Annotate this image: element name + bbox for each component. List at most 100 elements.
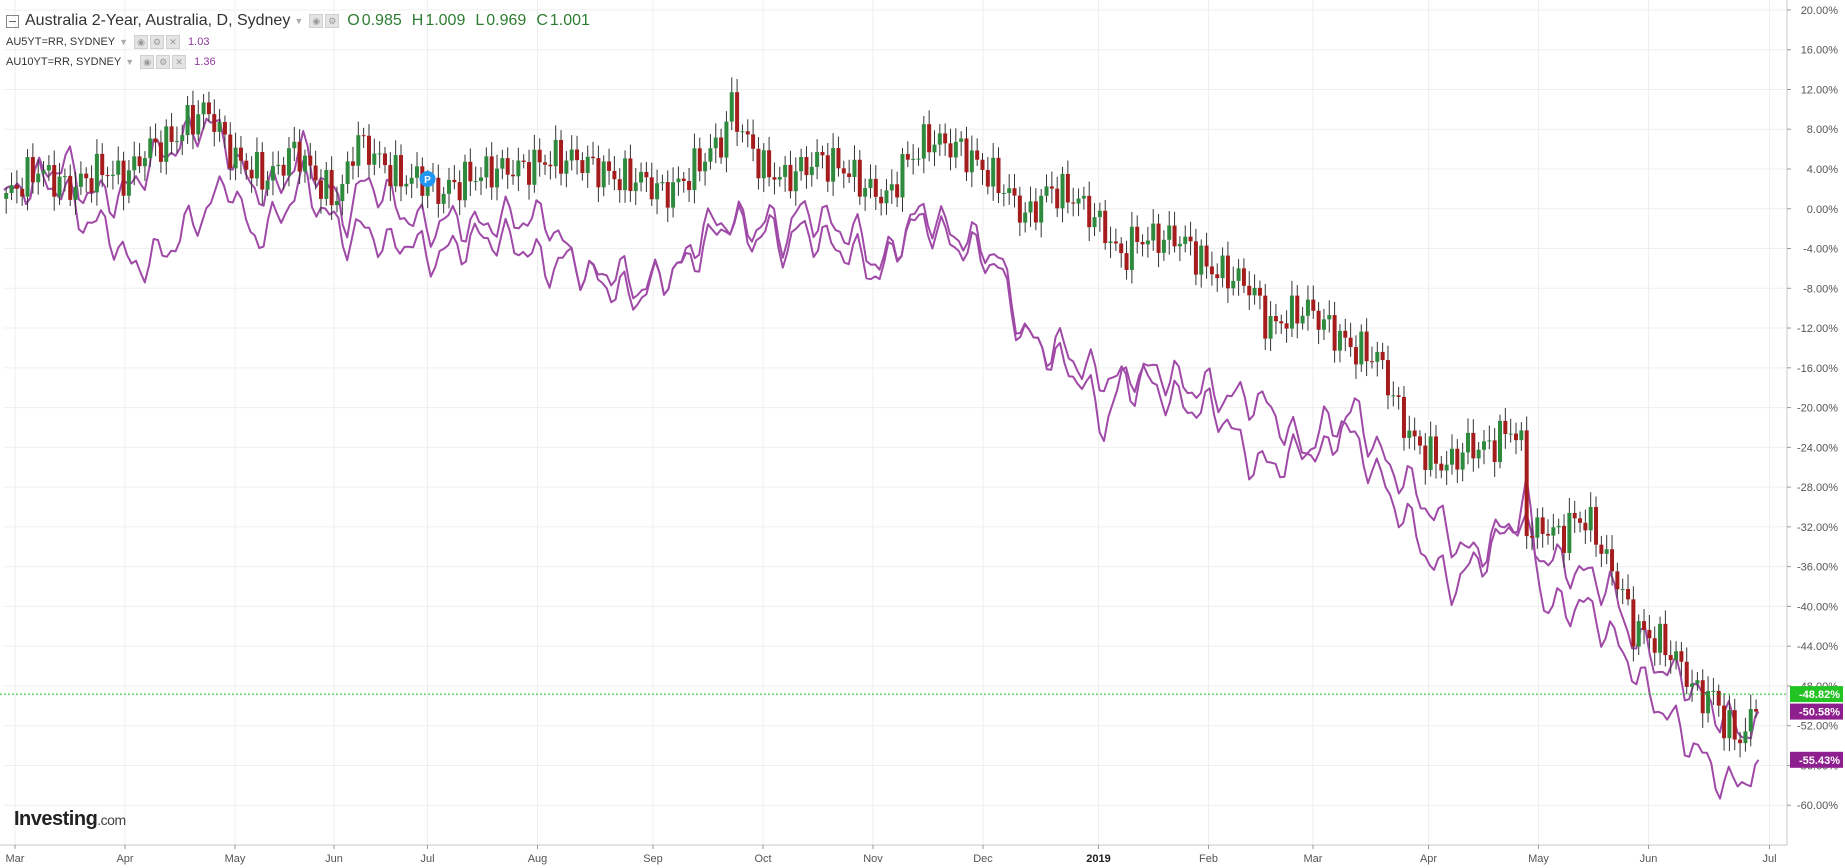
gear-icon[interactable]: ⚙: [156, 55, 171, 69]
candle-down: [1417, 436, 1422, 446]
candle-down: [153, 138, 158, 143]
candle-up: [852, 159, 857, 178]
candle-up: [639, 171, 644, 183]
candle-down: [1700, 680, 1705, 714]
candle-down: [1583, 522, 1588, 531]
candle-up: [1044, 186, 1049, 196]
candle-down: [895, 184, 900, 198]
candle-down: [1401, 396, 1406, 438]
candle-up: [1108, 241, 1113, 244]
chevron-down-icon[interactable]: ▼: [294, 16, 304, 26]
candle-up: [1481, 441, 1486, 450]
candle-up: [473, 181, 478, 183]
candle-up: [740, 131, 745, 133]
candle-down: [1209, 266, 1214, 275]
candle-up: [345, 161, 350, 184]
ohlc-open: O 0.985: [347, 12, 402, 29]
candle-down: [767, 150, 772, 178]
candle-down: [206, 102, 211, 115]
candle-down: [1722, 705, 1727, 739]
candle-down: [559, 139, 564, 174]
candle-down: [1738, 739, 1743, 744]
candle-down: [964, 138, 969, 173]
candle-up: [1535, 517, 1540, 538]
chevron-down-icon[interactable]: ▼: [119, 37, 129, 47]
x-tick-label: Jun: [1640, 853, 1658, 865]
candle-down: [222, 122, 227, 135]
candle-up: [46, 165, 51, 171]
candle-up: [116, 160, 121, 175]
x-tick-label: Apr: [1420, 853, 1437, 865]
candle-up: [414, 166, 419, 178]
compare-series-label: AU5YT=RR, SYDNEY: [6, 36, 116, 48]
candle-up: [969, 150, 974, 173]
candle-down: [788, 164, 793, 192]
candle-up: [1092, 217, 1097, 228]
candle-down: [1012, 188, 1017, 196]
candle-down: [841, 168, 846, 174]
candle-up: [409, 177, 414, 184]
candle-up: [884, 190, 889, 204]
candle-up: [569, 149, 574, 161]
candle-down: [1353, 347, 1358, 365]
gear-icon[interactable]: ⚙: [325, 14, 340, 28]
candle-up: [324, 170, 329, 199]
x-tick-label: Aug: [528, 853, 548, 865]
candle-down: [505, 158, 510, 175]
candle-down: [297, 141, 302, 172]
candle-up: [286, 148, 291, 176]
candle-up: [270, 166, 275, 181]
candle-down: [84, 173, 89, 179]
candle-up: [660, 182, 665, 184]
candle-down: [1204, 245, 1209, 267]
current-value-badge: [1790, 686, 1843, 703]
candle-down: [1113, 241, 1118, 244]
chevron-down-icon[interactable]: ▼: [125, 57, 135, 67]
candle-up: [1097, 210, 1102, 218]
compare-series-value: 1.03: [188, 36, 210, 48]
candle-up: [1375, 351, 1380, 362]
visibility-icon[interactable]: ◉: [134, 35, 149, 49]
candle-down: [1257, 287, 1262, 296]
close-icon[interactable]: ✕: [166, 35, 181, 49]
candle-up: [404, 183, 409, 187]
candle-down: [1343, 330, 1348, 338]
visibility-icon[interactable]: ◉: [309, 14, 324, 28]
close-icon[interactable]: ✕: [172, 55, 187, 69]
y-tick-label: -28.00%: [1797, 482, 1838, 494]
gear-icon[interactable]: ⚙: [150, 35, 165, 49]
ohlc-close: C 1.001: [536, 12, 590, 29]
compare-series-line: [3, 115, 1760, 740]
candle-up: [1588, 506, 1593, 531]
candle-up: [495, 168, 500, 188]
candle-down: [543, 162, 548, 165]
candle-up: [1556, 525, 1561, 528]
candle-up: [1001, 192, 1006, 194]
candle-down: [1348, 337, 1353, 348]
candle-up: [783, 164, 788, 177]
candle-down: [313, 165, 318, 181]
series-controls: ◉ ⚙: [309, 14, 340, 28]
candle-up: [1508, 433, 1513, 435]
y-tick-label: -44.00%: [1797, 641, 1838, 653]
y-tick-label: -8.00%: [1803, 283, 1838, 295]
candle-down: [804, 156, 809, 176]
candle-up: [1129, 226, 1134, 270]
candle-down: [20, 188, 25, 197]
candle-up: [863, 188, 868, 197]
collapse-legend-button[interactable]: [6, 14, 19, 28]
candle-up: [132, 156, 137, 171]
candle-down: [382, 153, 387, 166]
candle-down: [1610, 549, 1615, 572]
candle-up: [937, 133, 942, 145]
candle-down: [14, 185, 19, 189]
visibility-icon[interactable]: ◉: [140, 55, 155, 69]
current-value-label: -48.82%: [1799, 689, 1840, 701]
candle-down: [1273, 316, 1278, 322]
current-value-badge: [1790, 751, 1843, 768]
candle-down: [1140, 241, 1145, 245]
candle-up: [441, 193, 446, 204]
candle-down: [745, 131, 750, 135]
current-value-label: -50.58%: [1799, 707, 1840, 719]
